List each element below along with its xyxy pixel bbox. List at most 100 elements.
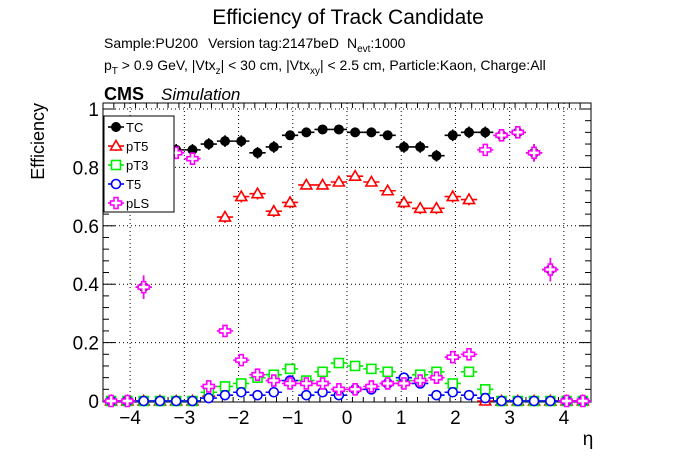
chart-title: Efficiency of Track Candidate xyxy=(212,6,484,29)
data-point xyxy=(512,395,524,407)
data-point xyxy=(382,130,393,141)
y-tick-label: 0 xyxy=(88,392,99,413)
x-tick-label: −2 xyxy=(228,408,250,429)
y-tick-label: 0.2 xyxy=(73,334,99,355)
data-point xyxy=(545,395,556,407)
x-axis-title: η xyxy=(583,429,594,450)
nevt-subscript: evt xyxy=(357,44,371,55)
data-point xyxy=(447,386,459,398)
data-point xyxy=(202,380,216,393)
data-point xyxy=(464,127,474,138)
data-point xyxy=(284,363,296,375)
data-point xyxy=(154,395,166,407)
data-point xyxy=(495,128,508,142)
series-pLS xyxy=(103,126,591,408)
data-point xyxy=(381,377,394,390)
data-point xyxy=(365,380,378,393)
data-point xyxy=(447,378,459,389)
data-point xyxy=(511,126,525,139)
x-tick-label: 3 xyxy=(504,408,515,429)
data-point xyxy=(252,147,263,158)
pt-symbol: p xyxy=(104,57,112,73)
data-point xyxy=(268,386,280,398)
data-point xyxy=(462,347,476,361)
legend-marker-T5 xyxy=(110,178,122,190)
data-point xyxy=(445,189,460,202)
sample-label: Sample:PU200 xyxy=(104,35,198,51)
data-point xyxy=(121,394,134,408)
x-tick-label: 2 xyxy=(450,408,461,429)
data-point xyxy=(528,395,540,407)
legend-label-T5: T5 xyxy=(126,177,141,192)
plot-frame-rect xyxy=(102,102,592,403)
data-point xyxy=(413,201,428,214)
data-point xyxy=(544,263,557,276)
data-point xyxy=(479,392,491,404)
data-point xyxy=(447,130,458,141)
legend-label-pT3: pT3 xyxy=(126,158,148,173)
data-point xyxy=(234,353,248,367)
data-point xyxy=(283,377,297,390)
data-point xyxy=(480,127,491,138)
data-point xyxy=(267,374,281,387)
data-point xyxy=(266,204,281,216)
data-point xyxy=(218,209,232,222)
data-point xyxy=(431,150,442,161)
data-point xyxy=(235,386,247,398)
x-tick-label: −1 xyxy=(282,408,304,429)
grid xyxy=(103,103,591,402)
data-point xyxy=(429,201,444,214)
nevt-value: :1000 xyxy=(370,35,405,51)
data-point xyxy=(186,152,199,165)
info-line-2: pT > 0.9 GeV, |Vtxz| < 30 cm, |Vtxxy| < … xyxy=(104,57,546,77)
data-point xyxy=(333,357,345,369)
data-point xyxy=(315,177,330,190)
data-point xyxy=(331,174,346,187)
data-point xyxy=(220,136,230,147)
simulation-label: Simulation xyxy=(161,85,240,104)
legend: TC pT5 pT3 T5 pLS xyxy=(103,115,175,213)
legend-label-pT5: pT5 xyxy=(126,139,148,154)
data-point xyxy=(527,146,541,160)
data-point xyxy=(366,363,377,375)
data-point xyxy=(250,186,265,199)
legend-marker-pT5 xyxy=(109,138,123,151)
nevt-symbol: N xyxy=(347,35,357,51)
data-point xyxy=(234,189,249,202)
data-point xyxy=(301,127,312,138)
data-point xyxy=(397,195,411,208)
data-point xyxy=(576,394,590,408)
data-point xyxy=(463,389,475,401)
data-point xyxy=(236,136,247,147)
data-point xyxy=(219,389,231,401)
data-point xyxy=(380,183,395,196)
data-point xyxy=(382,366,393,378)
data-point xyxy=(300,377,313,390)
data-point xyxy=(415,141,426,152)
data-point xyxy=(317,124,328,135)
data-point xyxy=(431,389,442,401)
data-point xyxy=(137,280,150,294)
data-point xyxy=(398,141,409,152)
vtxz-subscript: z xyxy=(216,66,221,77)
legend-label-pLS: pLS xyxy=(126,196,149,211)
x-tick-label: 0 xyxy=(342,408,353,429)
data-point xyxy=(285,130,296,141)
y-axis-title: Efficiency xyxy=(28,103,48,180)
data-point xyxy=(348,169,363,181)
legend-label-TC: TC xyxy=(126,120,143,135)
data-point xyxy=(299,177,314,190)
data-point xyxy=(463,366,475,378)
plot-frame xyxy=(102,102,592,403)
data-point xyxy=(366,127,377,138)
data-point xyxy=(397,377,411,390)
data-point xyxy=(301,389,312,401)
data-point xyxy=(364,174,379,187)
pt-subscript: T xyxy=(112,66,118,77)
legend-marker-pLS xyxy=(109,196,123,210)
data-point xyxy=(496,395,507,407)
data-point xyxy=(333,124,344,135)
data-point xyxy=(187,395,198,407)
data-point xyxy=(170,395,182,407)
